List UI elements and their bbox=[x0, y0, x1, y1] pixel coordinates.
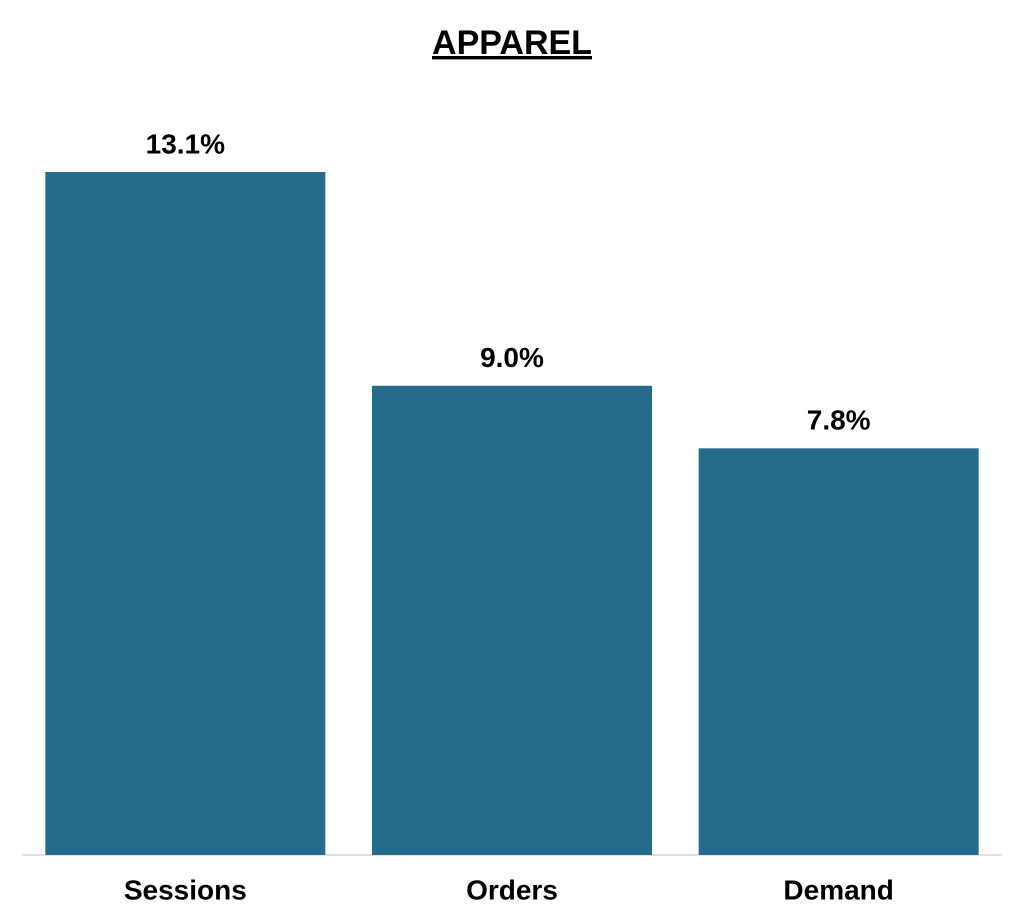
x-tick-label: Demand bbox=[783, 874, 893, 905]
x-tick-label: Orders bbox=[466, 874, 558, 905]
x-tick-label: Sessions bbox=[124, 874, 247, 905]
value-label: 9.0% bbox=[480, 342, 544, 373]
bar bbox=[45, 172, 326, 855]
bar bbox=[698, 448, 979, 855]
value-label: 13.1% bbox=[146, 128, 225, 159]
bar bbox=[372, 385, 652, 855]
chart-title: APPAREL bbox=[432, 24, 592, 62]
value-label: 7.8% bbox=[807, 405, 871, 436]
